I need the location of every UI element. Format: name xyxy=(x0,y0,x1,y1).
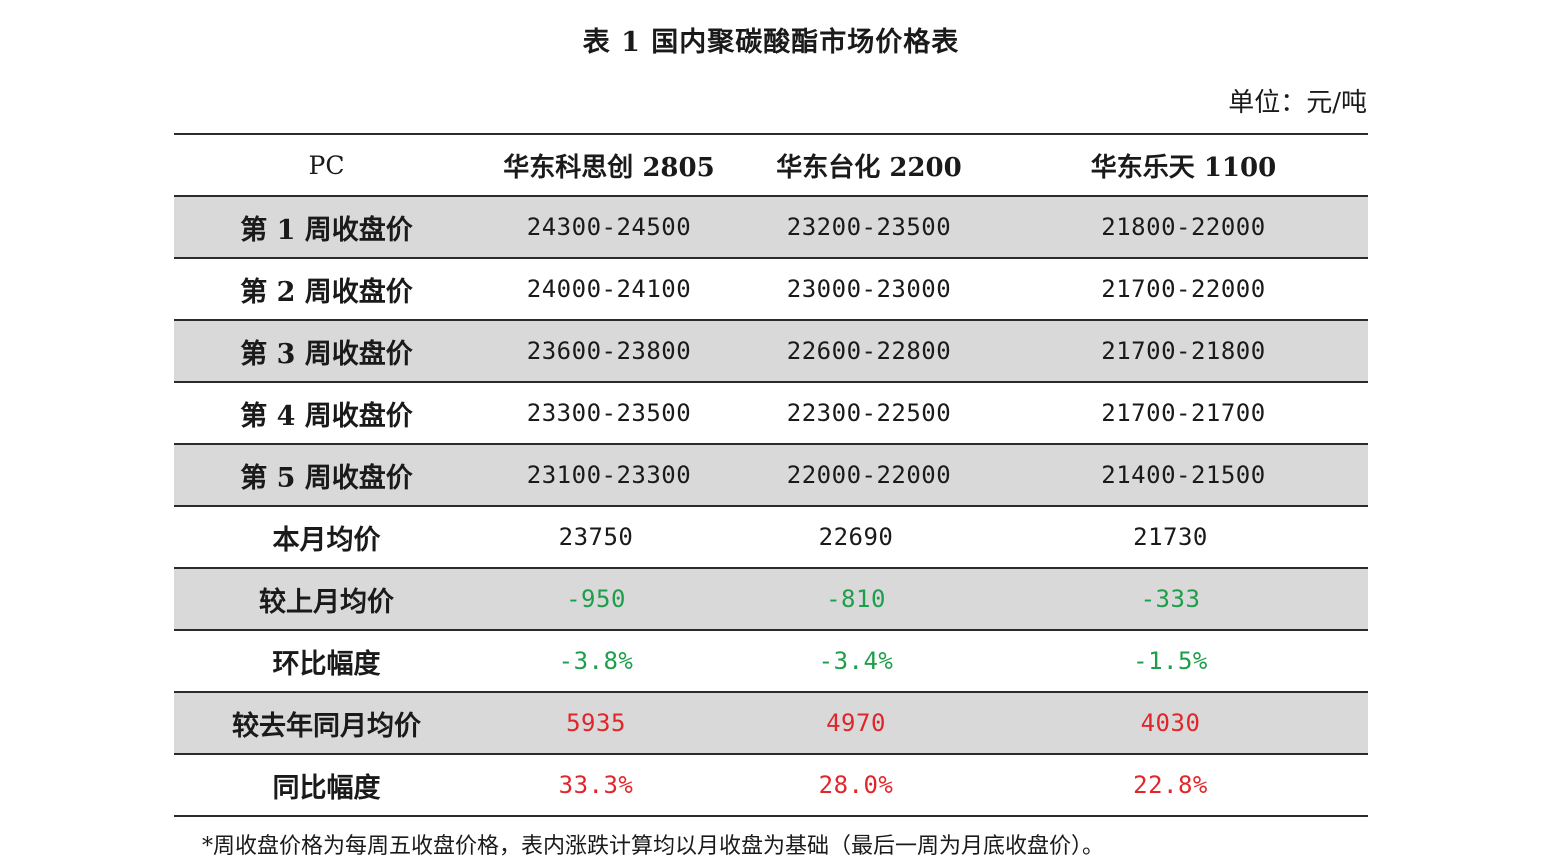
column-header-covestro-2805: 华东科思创 2805 xyxy=(479,133,739,197)
row-label: 第 2 周收盘价 xyxy=(174,257,479,321)
table-cell: 22.8% xyxy=(999,753,1368,817)
row-label: 较去年同月均价 xyxy=(174,691,479,755)
table-cell: 21400-21500 xyxy=(999,443,1368,507)
table-cell: 28.0% xyxy=(739,753,999,817)
table-row: 第 2 周收盘价 24000-24100 23000-23000 21700-2… xyxy=(174,257,1368,321)
row-label: 环比幅度 xyxy=(174,629,479,693)
table-cell: -1.5% xyxy=(999,629,1368,693)
table-cell: 23600-23800 xyxy=(479,319,739,383)
table-row: 同比幅度 33.3% 28.0% 22.8% xyxy=(174,753,1368,817)
row-label: 第 1 周收盘价 xyxy=(174,195,479,259)
row-label: 同比幅度 xyxy=(174,753,479,817)
table-row: 本月均价 23750 22690 21730 xyxy=(174,505,1368,569)
table-cell: 21700-21800 xyxy=(999,319,1368,383)
row-label: 较上月均价 xyxy=(174,567,479,631)
table-row: 第 4 周收盘价 23300-23500 22300-22500 21700-2… xyxy=(174,381,1368,445)
table-cell: 23200-23500 xyxy=(739,195,999,259)
table-cell: -333 xyxy=(999,567,1368,631)
table-cell: 21800-22000 xyxy=(999,195,1368,259)
row-label: 本月均价 xyxy=(174,505,479,569)
column-header-formosa-2200: 华东台化 2200 xyxy=(739,133,999,197)
table-row: 第 5 周收盘价 23100-23300 22000-22000 21400-2… xyxy=(174,443,1368,507)
header-row: PC 华东科思创 2805 华东台化 2200 华东乐天 1100 xyxy=(174,133,1368,197)
table-cell: 22300-22500 xyxy=(739,381,999,445)
table-cell: -810 xyxy=(739,567,999,631)
table-cell: -950 xyxy=(479,567,739,631)
row-label: 第 4 周收盘价 xyxy=(174,381,479,445)
table-row: 较上月均价 -950 -810 -333 xyxy=(174,567,1368,631)
table-cell: 22690 xyxy=(739,505,999,569)
table-cell: 21700-21700 xyxy=(999,381,1368,445)
table-cell: -3.8% xyxy=(479,629,739,693)
table-cell: 4030 xyxy=(999,691,1368,755)
table-cell: 23300-23500 xyxy=(479,381,739,445)
footnote: *周收盘价格为每周五收盘价格，表内涨跌计算均以月收盘为基础（最后一周为月底收盘价… xyxy=(202,834,1105,859)
column-header-pc: PC xyxy=(174,133,479,197)
column-header-lotte-1100: 华东乐天 1100 xyxy=(999,133,1368,197)
price-table: PC 华东科思创 2805 华东台化 2200 华东乐天 1100 第 1 周收… xyxy=(174,133,1368,817)
row-label: 第 5 周收盘价 xyxy=(174,443,479,507)
table-cell: 21700-22000 xyxy=(999,257,1368,321)
table-cell: 23750 xyxy=(479,505,739,569)
table-row: 第 1 周收盘价 24300-24500 23200-23500 21800-2… xyxy=(174,195,1368,259)
table-cell: -3.4% xyxy=(739,629,999,693)
row-label: 第 3 周收盘价 xyxy=(174,319,479,383)
table-row: 较去年同月均价 5935 4970 4030 xyxy=(174,691,1368,755)
table-cell: 22000-22000 xyxy=(739,443,999,507)
table-cell: 5935 xyxy=(479,691,739,755)
table-cell: 21730 xyxy=(999,505,1368,569)
table-row: 第 3 周收盘价 23600-23800 22600-22800 21700-2… xyxy=(174,319,1368,383)
table-cell: 33.3% xyxy=(479,753,739,817)
table-cell: 23000-23000 xyxy=(739,257,999,321)
table-cell: 4970 xyxy=(739,691,999,755)
unit-label: 单位：元/吨 xyxy=(1228,88,1367,118)
table-cell: 24000-24100 xyxy=(479,257,739,321)
table-title: 表 1 国内聚碳酸酯市场价格表 xyxy=(582,27,960,58)
table-cell: 24300-24500 xyxy=(479,195,739,259)
table-row: 环比幅度 -3.8% -3.4% -1.5% xyxy=(174,629,1368,693)
table-cell: 23100-23300 xyxy=(479,443,739,507)
table-cell: 22600-22800 xyxy=(739,319,999,383)
